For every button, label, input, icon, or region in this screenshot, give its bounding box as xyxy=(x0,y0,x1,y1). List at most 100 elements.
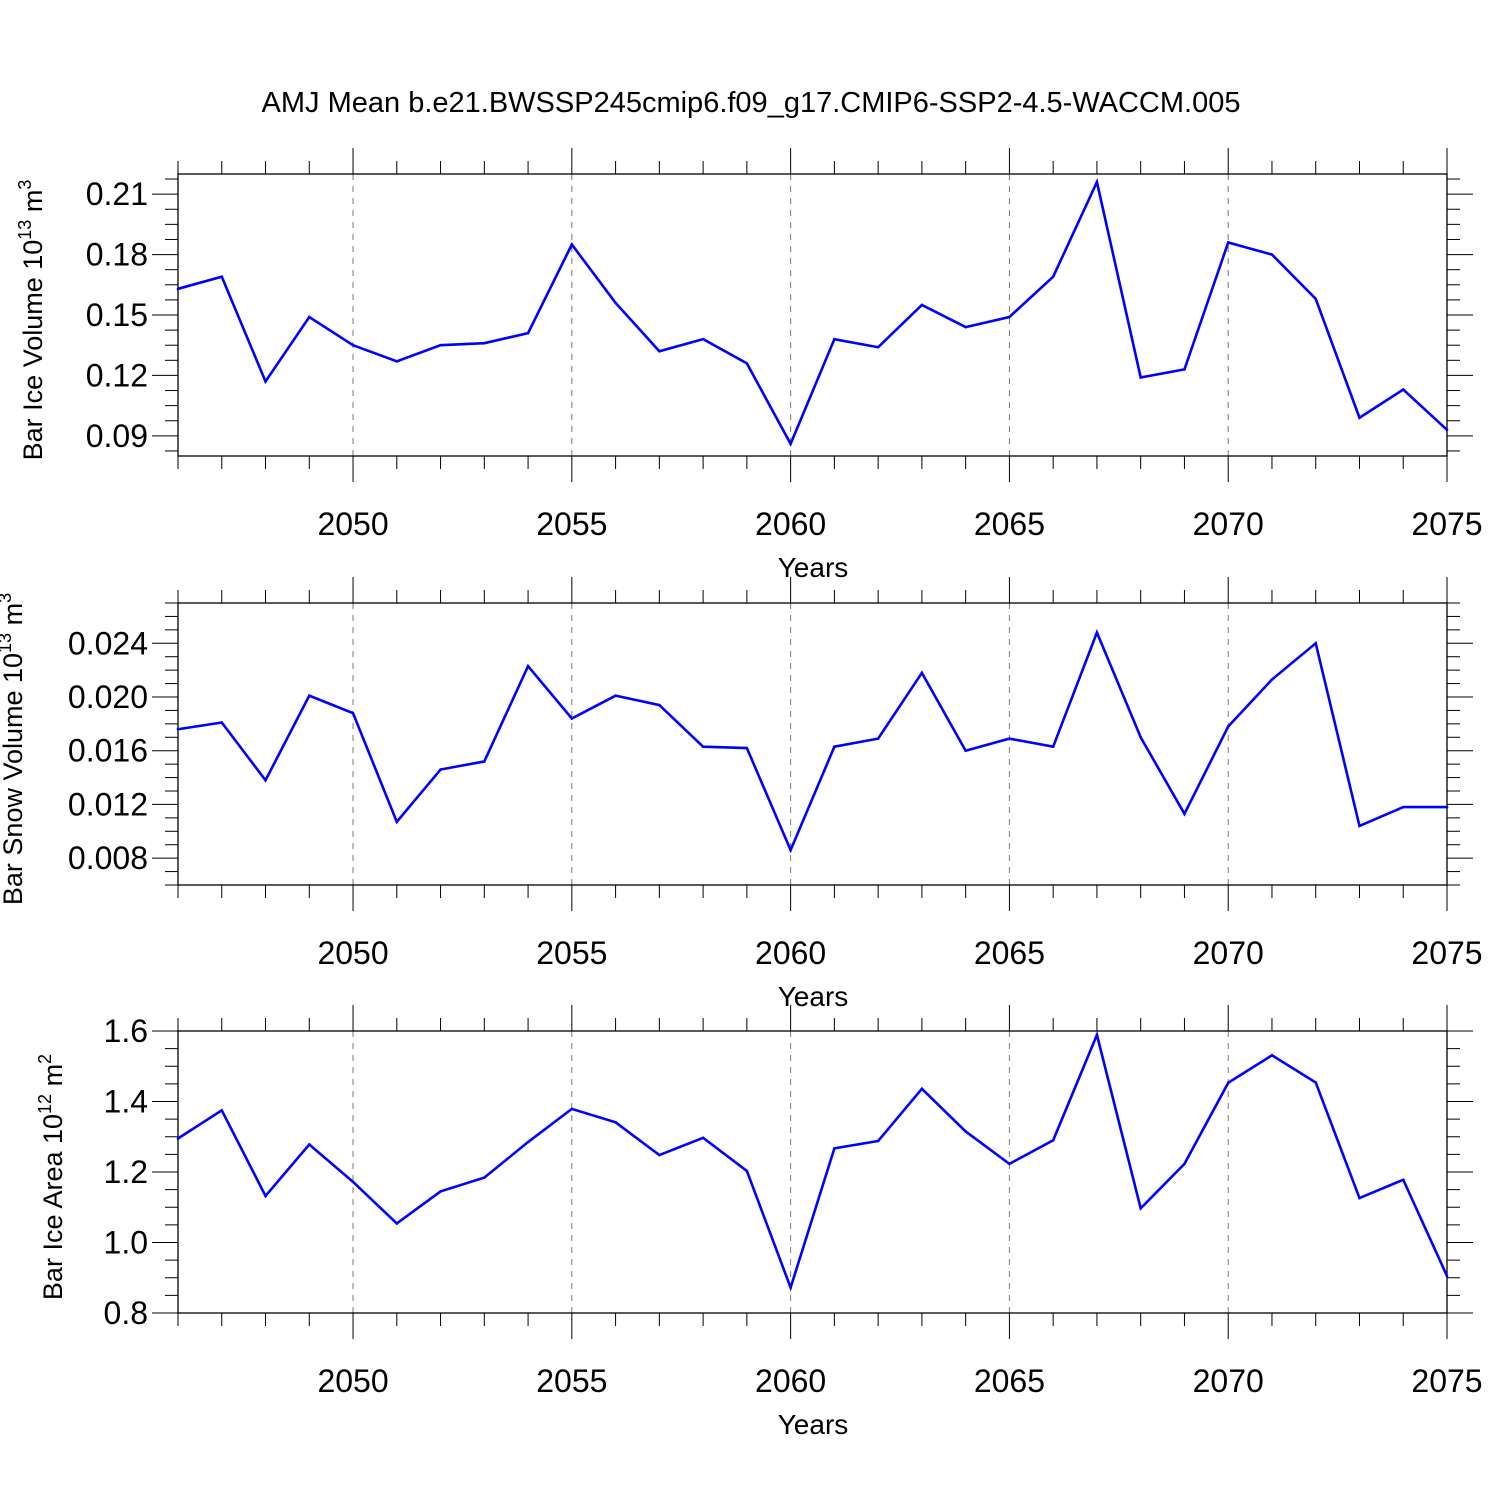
data-point-snow-volume-2046 xyxy=(176,727,180,731)
data-point-snow-volume-2048 xyxy=(264,778,267,782)
data-point-ice-area-2066 xyxy=(1051,1138,1055,1142)
data-point-snow-volume-2070 xyxy=(1226,725,1230,728)
plot-frame-ice-volume xyxy=(177,173,1448,457)
data-point-ice-area-2055 xyxy=(570,1107,574,1111)
data-point-ice-area-2048 xyxy=(264,1194,267,1198)
data-point-ice-area-2053 xyxy=(483,1176,486,1179)
data-point-snow-volume-2055 xyxy=(570,717,574,720)
xtick-label-ice-area-5: 2075 xyxy=(1411,1363,1482,1399)
xaxis-label-snow-volume: Years xyxy=(778,981,849,1012)
data-point-ice-volume-2057 xyxy=(658,349,661,353)
data-point-ice-volume-2050 xyxy=(351,343,355,347)
data-point-ice-area-2073 xyxy=(1358,1196,1361,1200)
data-point-snow-volume-2047 xyxy=(220,721,224,724)
data-point-ice-volume-2069 xyxy=(1183,368,1186,371)
data-point-ice-area-2072 xyxy=(1314,1081,1318,1084)
data-point-ice-volume-2056 xyxy=(614,301,617,305)
data-point-snow-volume-2067 xyxy=(1095,631,1099,634)
data-point-snow-volume-2053 xyxy=(483,760,486,763)
data-point-ice-volume-2048 xyxy=(264,380,267,383)
data-point-ice-volume-2071 xyxy=(1270,253,1274,256)
data-point-snow-volume-2052 xyxy=(439,768,442,771)
data-point-ice-volume-2073 xyxy=(1358,416,1361,420)
data-point-ice-volume-2049 xyxy=(307,315,311,319)
ytick-label-snow-volume-0: 0.008 xyxy=(68,840,148,876)
xtick-label-snow-volume-0: 2050 xyxy=(317,935,388,971)
data-point-snow-volume-2063 xyxy=(920,671,924,675)
xtick-label-snow-volume-3: 2065 xyxy=(974,935,1045,971)
data-point-ice-area-2057 xyxy=(658,1153,661,1157)
ytick-label-ice-volume-4: 0.21 xyxy=(86,176,148,212)
yaxis-label-text: Bar Ice Volume 10 xyxy=(18,240,48,461)
data-point-ice-area-2075 xyxy=(1445,1274,1449,1278)
data-point-ice-volume-2059 xyxy=(745,362,749,365)
yaxis-label-unit: m xyxy=(0,603,28,633)
figure-title: AMJ Mean b.e21.BWSSP245cmip6.f09_g17.CMI… xyxy=(262,87,1241,119)
yaxis-label-unit-exp: 2 xyxy=(35,1054,55,1064)
yaxis-label-exp: 13 xyxy=(15,220,35,240)
data-point-snow-volume-2050 xyxy=(351,711,355,715)
data-point-snow-volume-2057 xyxy=(658,703,661,707)
data-point-ice-volume-2070 xyxy=(1226,241,1230,244)
data-point-snow-volume-2068 xyxy=(1139,735,1142,739)
data-point-ice-volume-2061 xyxy=(833,337,836,341)
data-point-snow-volume-2072 xyxy=(1314,641,1318,645)
yaxis-label-ice-volume: Bar Ice Volume 1013 m3 xyxy=(15,180,48,461)
ytick-label-ice-area-0: 0.8 xyxy=(104,1295,148,1331)
data-point-ice-area-2058 xyxy=(701,1136,705,1140)
ytick-label-ice-volume-0: 0.09 xyxy=(86,418,148,454)
data-point-ice-area-2062 xyxy=(876,1139,880,1143)
data-point-ice-volume-2058 xyxy=(701,337,705,341)
ytick-label-snow-volume-2: 0.016 xyxy=(68,733,148,769)
data-point-ice-volume-2066 xyxy=(1051,275,1055,279)
data-point-ice-area-2067 xyxy=(1095,1033,1099,1037)
data-point-ice-area-2054 xyxy=(526,1140,530,1144)
xaxis-label-ice-volume: Years xyxy=(778,552,849,583)
yaxis-label-unit: m xyxy=(18,190,48,220)
ytick-label-ice-area-2: 1.2 xyxy=(104,1154,148,1190)
yaxis-label-exp: 13 xyxy=(0,633,15,653)
xtick-label-snow-volume-1: 2055 xyxy=(536,935,607,971)
data-point-ice-area-2052 xyxy=(439,1190,442,1193)
series-line-snow-volume xyxy=(177,629,1447,854)
data-point-ice-area-2060 xyxy=(789,1286,792,1289)
data-point-ice-area-2068 xyxy=(1139,1207,1142,1210)
data-point-ice-area-2071 xyxy=(1270,1054,1274,1057)
xtick-label-ice-area-0: 2050 xyxy=(317,1363,388,1399)
data-point-snow-volume-2071 xyxy=(1270,678,1274,681)
data-point-ice-area-2046 xyxy=(176,1137,180,1140)
data-point-ice-area-2070 xyxy=(1226,1081,1230,1085)
plot-frame-ice-area xyxy=(177,1030,1448,1314)
data-point-snow-volume-2058 xyxy=(701,745,705,748)
ytick-label-ice-area-4: 1.6 xyxy=(104,1013,148,1049)
xtick-label-ice-volume-4: 2070 xyxy=(1193,506,1264,542)
yaxis-label-snow-volume: Bar Snow Volume 1013 m3 xyxy=(0,593,28,905)
data-point-ice-area-2049 xyxy=(307,1143,311,1146)
yaxis-label-text: Bar Snow Volume 10 xyxy=(0,653,28,905)
ytick-label-ice-area-3: 1.4 xyxy=(104,1084,148,1120)
data-point-snow-volume-2060 xyxy=(789,848,792,852)
ytick-label-ice-area-1: 1.0 xyxy=(104,1225,148,1261)
data-point-ice-volume-2060 xyxy=(789,442,792,446)
data-point-ice-volume-2074 xyxy=(1401,388,1405,391)
data-point-ice-area-2065 xyxy=(1008,1162,1011,1166)
data-point-snow-volume-2064 xyxy=(964,749,967,753)
data-point-snow-volume-2066 xyxy=(1051,745,1055,748)
yaxis-label-unit-exp: 3 xyxy=(0,593,15,603)
data-point-ice-volume-2046 xyxy=(176,287,180,291)
xtick-label-ice-volume-2: 2060 xyxy=(755,506,826,542)
series-line-ice-area xyxy=(177,1030,1449,1292)
xtick-label-snow-volume-2: 2060 xyxy=(755,935,826,971)
xtick-label-ice-volume-0: 2050 xyxy=(317,506,388,542)
data-point-ice-area-2050 xyxy=(351,1180,355,1184)
panel-ice-area: 0.8 1.0 1.2 1.4 1.6 2050 2055 2060 2065 2070 2075 Y… xyxy=(35,1005,1483,1440)
yaxis-label-unit: m xyxy=(38,1064,68,1094)
data-point-snow-volume-2069 xyxy=(1183,812,1186,816)
data-point-ice-volume-2053 xyxy=(483,341,486,345)
data-point-ice-volume-2065 xyxy=(1008,315,1011,319)
ytick-label-snow-volume-3: 0.020 xyxy=(68,679,148,715)
xtick-label-ice-area-1: 2055 xyxy=(536,1363,607,1399)
ytick-label-ice-volume-2: 0.15 xyxy=(86,297,148,333)
ytick-label-snow-volume-1: 0.012 xyxy=(68,786,148,822)
data-point-ice-area-2059 xyxy=(745,1169,749,1173)
